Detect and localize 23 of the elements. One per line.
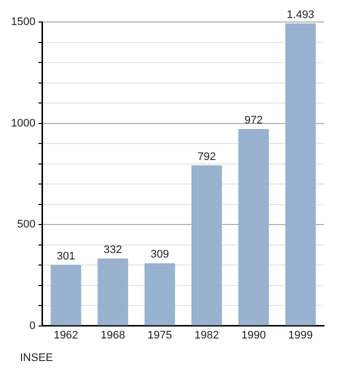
y-tick-label: 1500 xyxy=(10,16,36,28)
y-tick-label: 0 xyxy=(29,320,36,332)
bar xyxy=(191,165,222,326)
x-tick-label: 1962 xyxy=(54,329,78,342)
bar xyxy=(50,264,82,326)
y-tick-label: 1000 xyxy=(10,117,36,130)
data-label: 792 xyxy=(198,150,216,163)
data-label: 332 xyxy=(104,244,122,256)
x-tick-label: 1990 xyxy=(241,329,266,342)
data-label: 309 xyxy=(150,248,169,261)
x-tick-label: 1999 xyxy=(288,329,313,342)
x-tick-label: 1968 xyxy=(100,329,126,342)
bar xyxy=(238,128,269,326)
data-label: 972 xyxy=(244,114,263,126)
data-label: 1.493 xyxy=(286,8,314,21)
bar xyxy=(98,258,128,326)
x-tick-label: 1982 xyxy=(194,329,219,342)
x-tick-label: 1975 xyxy=(148,329,172,342)
bar xyxy=(144,263,176,326)
text: INSEE xyxy=(20,352,54,364)
bar xyxy=(285,23,316,326)
data-label: 301 xyxy=(56,250,76,262)
y-tick-label: 500 xyxy=(17,218,36,231)
